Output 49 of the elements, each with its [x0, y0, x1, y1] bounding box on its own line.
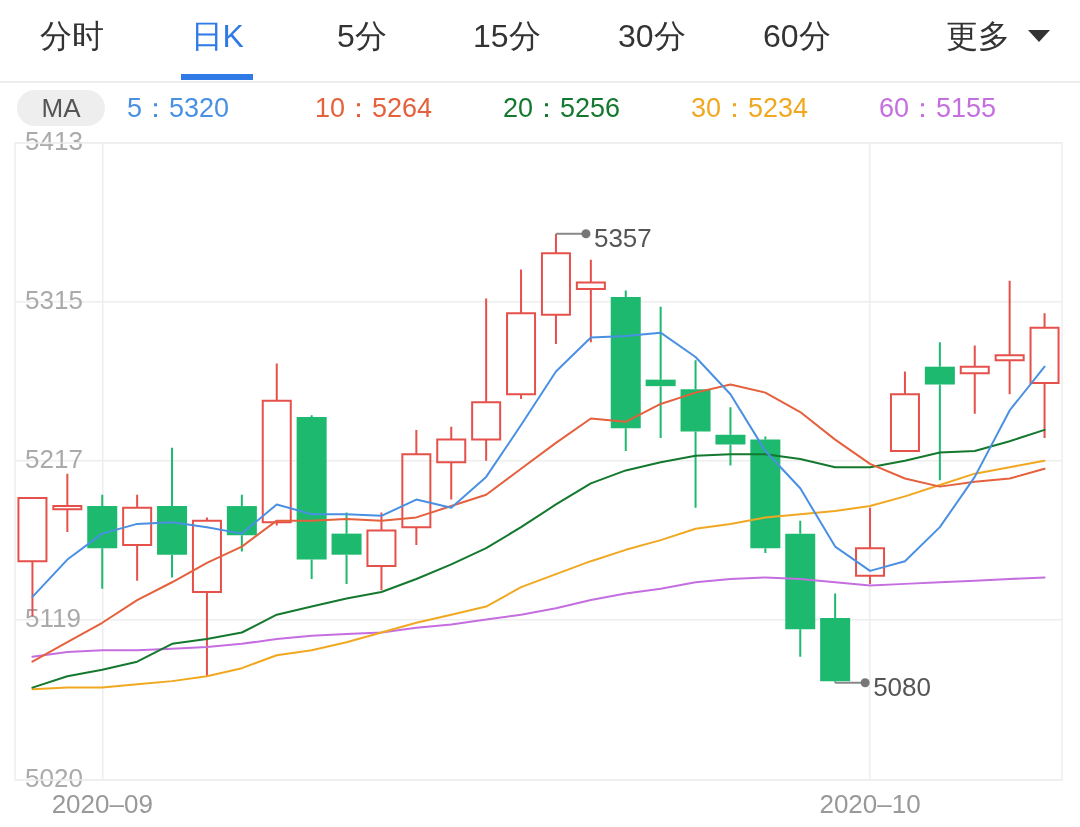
candlestick — [855, 506, 886, 585]
candlestick — [261, 362, 292, 527]
candlestick — [924, 341, 955, 482]
candlestick — [785, 519, 816, 658]
text: 30：5234 — [691, 92, 809, 125]
candlestick — [820, 592, 851, 684]
candlestick — [715, 406, 746, 467]
badge: MA — [17, 90, 105, 126]
y-tick-label: 5315 — [25, 285, 83, 316]
candlestick — [1029, 312, 1060, 439]
text: 20：5256 — [503, 92, 621, 125]
y-tick-label: 5217 — [25, 443, 83, 474]
text: 更多 — [946, 17, 1010, 56]
candlestick — [436, 425, 467, 501]
candlestick — [959, 344, 990, 415]
candlestick — [994, 279, 1025, 396]
text: 30分 — [618, 17, 686, 56]
candlestick — [191, 516, 222, 678]
candlestick — [296, 414, 327, 581]
candlestick — [575, 258, 606, 344]
y-tick-label: 5119 — [25, 602, 81, 633]
candlestick — [401, 428, 432, 546]
legend-title: MA — [41, 93, 81, 123]
candlestick — [889, 370, 920, 452]
text: 60分 — [763, 17, 831, 56]
candlestick — [157, 446, 188, 579]
candlestick — [226, 493, 257, 553]
candlestick — [645, 305, 676, 439]
text: 60：5155 — [879, 92, 997, 125]
candlestick — [610, 289, 641, 452]
candlestick — [540, 232, 571, 345]
candlestick — [87, 493, 118, 590]
candlestick — [52, 472, 83, 534]
text: 10：5264 — [315, 92, 433, 125]
candlestick — [122, 493, 153, 582]
text: 日K — [190, 17, 244, 56]
candlestick — [680, 359, 711, 509]
text: 15分 — [473, 17, 541, 56]
annotation: 5357 — [593, 222, 652, 253]
x-tick-label: 2020–10 — [819, 788, 921, 819]
text: 5：5320 — [127, 92, 230, 125]
candlestick — [750, 435, 781, 555]
y-tick-label: 5413 — [25, 126, 83, 157]
candlestick — [506, 268, 537, 401]
candlestick — [366, 511, 397, 592]
candlestick — [471, 297, 502, 462]
text: 5分 — [337, 17, 387, 56]
text: 分时 — [40, 17, 104, 56]
annotation: 5080 — [873, 671, 931, 702]
